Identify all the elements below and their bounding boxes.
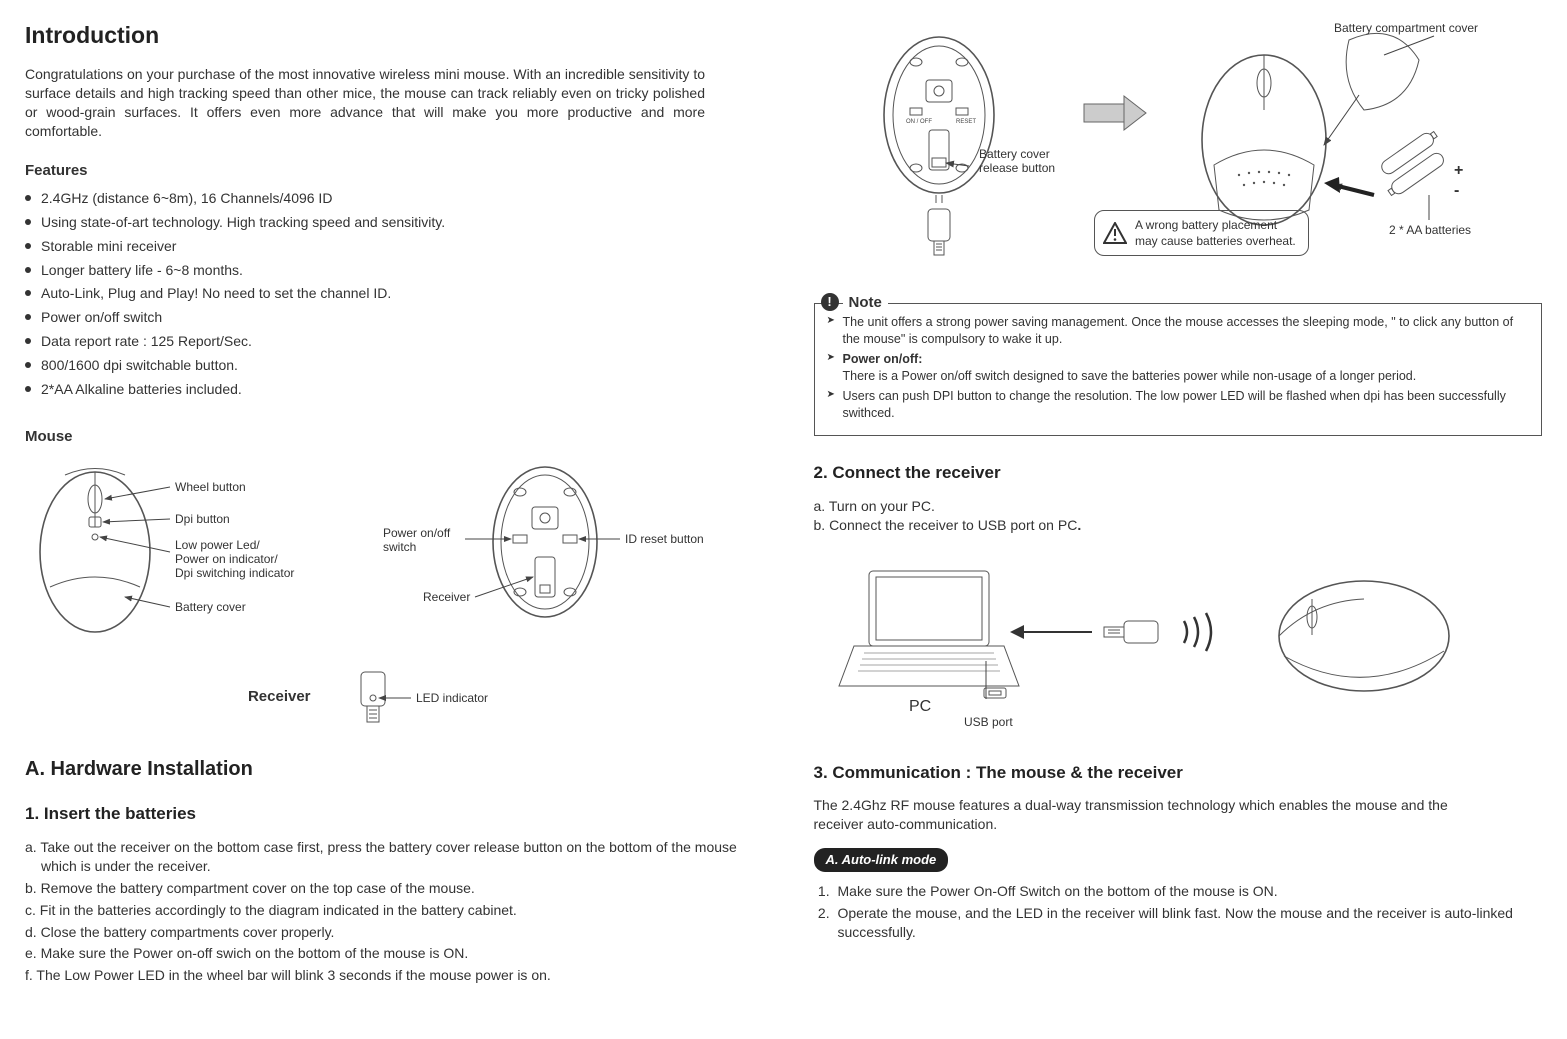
callout-lowpower3: Dpi switching indicator	[175, 566, 294, 580]
callout-power1: Power on/off	[383, 526, 451, 540]
step1-item: c. Fit in the batteries accordingly to t…	[25, 901, 754, 920]
note-box: ! Note The unit offers a strong power sa…	[814, 303, 1543, 436]
step1-list: a. Take out the receiver on the bottom c…	[25, 838, 754, 985]
callout-receiver: Receiver	[423, 590, 470, 604]
note-item: Power on/off: There is a Power on/off sw…	[829, 351, 1528, 386]
step3-item: Operate the mouse, and the LED in the re…	[834, 904, 1543, 942]
callout-dpi: Dpi button	[175, 512, 230, 526]
step2-b-wrap: b. Connect the receiver to USB port on P…	[814, 516, 1543, 535]
note-item: The unit offers a strong power saving ma…	[829, 314, 1528, 349]
mouse-bottom-svg: Power on/off switch Receiver ID reset bu…	[375, 457, 715, 647]
step3-list: Make sure the Power On-Off Switch on the…	[814, 882, 1543, 942]
feature-item: Storable mini receiver	[25, 237, 754, 256]
note-icon: !	[821, 293, 839, 311]
autolink-pill: A. Auto-link mode	[814, 848, 949, 872]
battery-warning: A wrong battery placement may cause batt…	[1094, 210, 1309, 256]
callout-idreset: ID reset button	[625, 532, 704, 546]
usb-label: USB port	[964, 715, 1013, 729]
step2-a: a. Turn on your PC.	[814, 497, 1543, 516]
step1-item: d. Close the battery compartments cover …	[25, 923, 754, 942]
step1-item: f. The Low Power LED in the wheel bar wi…	[25, 966, 754, 985]
mouse-top-diagram: Wheel button Dpi button Low power Led/ P…	[25, 457, 345, 652]
warn-line1: A wrong battery placement	[1135, 218, 1277, 232]
battery-diagram: ON / OFF RESET Battery cover release but…	[814, 20, 1543, 285]
step1-item: e. Make sure the Power on-off swich on t…	[25, 944, 754, 963]
note-bold: Power on/off:	[843, 352, 923, 366]
connect-svg: PC USB port	[814, 561, 1494, 731]
intro-body: Congratulations on your purchase of the …	[25, 65, 705, 141]
feature-item: 2.4GHz (distance 6~8m), 16 Channels/4096…	[25, 189, 754, 208]
feature-item: 800/1600 dpi switchable button.	[25, 356, 754, 375]
note-item: Users can push DPI button to change the …	[829, 388, 1528, 423]
label-batt-release1: Battery cover	[979, 147, 1050, 161]
features-heading: Features	[25, 161, 754, 181]
callout-lowpower1: Low power Led/	[175, 538, 260, 552]
callout-battcover: Battery cover	[175, 600, 246, 614]
mouse-top-svg: Wheel button Dpi button Low power Led/ P…	[25, 457, 345, 647]
callout-wheel: Wheel button	[175, 480, 246, 494]
step2-b: b. Connect the receiver to USB port on P…	[814, 517, 1078, 533]
step1-item: b. Remove the battery compartment cover …	[25, 879, 754, 898]
battery-svg: ON / OFF RESET Battery cover release but…	[814, 20, 1534, 280]
svg-text:RESET: RESET	[956, 119, 976, 125]
step3-intro: The 2.4Ghz RF mouse features a dual-way …	[814, 796, 1454, 834]
right-column: ON / OFF RESET Battery cover release but…	[814, 20, 1543, 988]
feature-item: Longer battery life - 6~8 months.	[25, 261, 754, 280]
mouse-diagram-row: Wheel button Dpi button Low power Led/ P…	[25, 457, 754, 652]
hardware-heading: A. Hardware Installation	[25, 756, 754, 783]
label-two-aa: 2 * AA batteries	[1389, 223, 1471, 237]
warning-icon	[1103, 222, 1127, 244]
mouse-label: Mouse	[25, 427, 754, 447]
step3-item: Make sure the Power On-Off Switch on the…	[834, 882, 1543, 901]
svg-text:ON / OFF: ON / OFF	[906, 119, 932, 125]
callout-led: LED indicator	[416, 691, 488, 705]
callout-lowpower2: Power on indicator/	[175, 552, 278, 566]
feature-item: Power on/off switch	[25, 308, 754, 327]
step1-heading: 1. Insert the batteries	[25, 803, 754, 826]
step3-heading: 3. Communication : The mouse & the recei…	[814, 762, 1543, 785]
label-minus: -	[1454, 182, 1459, 199]
label-batt-comp-cover: Battery compartment cover	[1334, 21, 1478, 35]
feature-item: Data report rate : 125 Report/Sec.	[25, 332, 754, 351]
mouse-bottom-diagram: Power on/off switch Receiver ID reset bu…	[375, 457, 715, 652]
label-batt-release2: release button	[979, 161, 1055, 175]
pc-label: PC	[909, 698, 931, 715]
note-title: Note	[843, 292, 888, 313]
features-list: 2.4GHz (distance 6~8m), 16 Channels/4096…	[25, 189, 754, 399]
feature-item: Auto-Link, Plug and Play! No need to set…	[25, 284, 754, 303]
receiver-heading: Receiver	[248, 687, 311, 707]
label-plus: +	[1454, 162, 1463, 179]
connect-diagram: PC USB port	[814, 561, 1543, 736]
intro-heading: Introduction	[25, 20, 754, 51]
step2-b-dot: .	[1077, 517, 1081, 533]
step1-item: a. Take out the receiver on the bottom c…	[25, 838, 754, 876]
callout-power2: switch	[383, 540, 416, 554]
receiver-diagram-row: Receiver LED indicator	[25, 662, 754, 732]
feature-item: 2*AA Alkaline batteries included.	[25, 380, 754, 399]
feature-item: Using state-of-art technology. High trac…	[25, 213, 754, 232]
note-text: There is a Power on/off switch designed …	[843, 369, 1417, 383]
step2-heading: 2. Connect the receiver	[814, 462, 1543, 485]
receiver-svg: LED indicator	[331, 662, 531, 732]
left-column: Introduction Congratulations on your pur…	[25, 20, 754, 988]
warn-line2: may cause batteries overheat.	[1135, 234, 1296, 248]
